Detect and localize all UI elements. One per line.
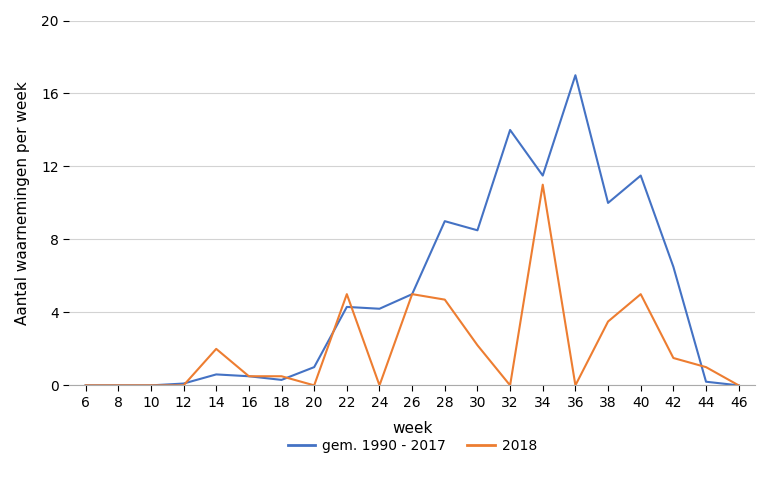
- gem. 1990 - 2017: [538, 172, 547, 178]
- gem. 1990 - 2017: [571, 72, 580, 78]
- gem. 1990 - 2017: [604, 200, 613, 206]
- Line: 2018: 2018: [85, 184, 738, 386]
- gem. 1990 - 2017: [473, 227, 482, 233]
- gem. 1990 - 2017: [310, 364, 319, 370]
- gem. 1990 - 2017: [179, 381, 188, 387]
- Legend: gem. 1990 - 2017, 2018: gem. 1990 - 2017, 2018: [282, 433, 542, 459]
- gem. 1990 - 2017: [342, 304, 351, 310]
- 2018: [146, 383, 156, 389]
- gem. 1990 - 2017: [636, 172, 645, 178]
- gem. 1990 - 2017: [440, 218, 450, 224]
- 2018: [81, 383, 90, 389]
- gem. 1990 - 2017: [277, 377, 286, 383]
- Y-axis label: Aantal waarnemingen per week: Aantal waarnemingen per week: [15, 81, 30, 325]
- 2018: [114, 383, 123, 389]
- 2018: [538, 181, 547, 187]
- 2018: [212, 346, 221, 352]
- gem. 1990 - 2017: [146, 383, 156, 389]
- gem. 1990 - 2017: [81, 383, 90, 389]
- 2018: [734, 383, 743, 389]
- gem. 1990 - 2017: [244, 373, 253, 380]
- 2018: [604, 319, 613, 325]
- gem. 1990 - 2017: [701, 379, 711, 385]
- 2018: [407, 291, 417, 297]
- 2018: [440, 296, 450, 302]
- gem. 1990 - 2017: [407, 291, 417, 297]
- Line: gem. 1990 - 2017: gem. 1990 - 2017: [85, 75, 738, 386]
- 2018: [473, 342, 482, 348]
- 2018: [571, 383, 580, 389]
- 2018: [505, 383, 514, 389]
- 2018: [375, 383, 384, 389]
- 2018: [277, 373, 286, 380]
- 2018: [669, 355, 678, 361]
- X-axis label: week: week: [392, 421, 432, 436]
- gem. 1990 - 2017: [212, 371, 221, 377]
- gem. 1990 - 2017: [114, 383, 123, 389]
- gem. 1990 - 2017: [669, 264, 678, 270]
- gem. 1990 - 2017: [375, 306, 384, 312]
- 2018: [310, 383, 319, 389]
- 2018: [701, 364, 711, 370]
- 2018: [342, 291, 351, 297]
- gem. 1990 - 2017: [734, 383, 743, 389]
- gem. 1990 - 2017: [505, 127, 514, 133]
- 2018: [179, 383, 188, 389]
- 2018: [636, 291, 645, 297]
- 2018: [244, 373, 253, 380]
